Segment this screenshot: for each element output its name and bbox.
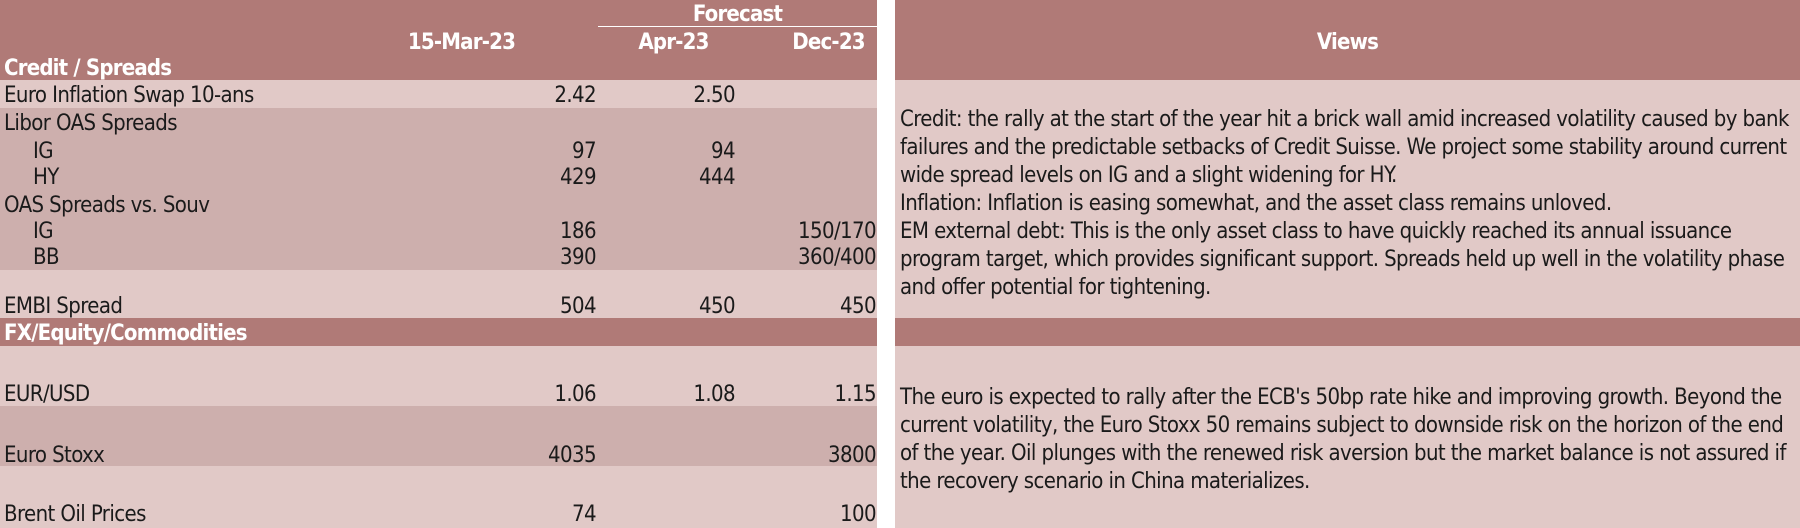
cell-dec: 150/170 xyxy=(797,219,877,244)
row-label: Euro Stoxx xyxy=(4,443,105,468)
cell-dec: 1.15 xyxy=(834,382,876,407)
col-header-apr: Apr-23 xyxy=(638,30,709,55)
cell-apr: 1.08 xyxy=(693,382,735,407)
row-band xyxy=(0,346,877,406)
row-label: EMBI Spread xyxy=(4,294,123,319)
cell-current: 74 xyxy=(572,502,597,527)
cell-dec: 360/400 xyxy=(797,245,877,270)
row-label: Euro Inflation Swap 10-ans xyxy=(4,83,254,108)
section-credit: Credit / Spreads xyxy=(4,56,172,81)
row-label: OAS Spreads vs. Souv xyxy=(4,193,210,218)
table-header-band xyxy=(0,0,877,80)
cell-current: 429 xyxy=(560,165,597,190)
views-header-band xyxy=(895,0,1800,80)
views-em-paragraph: EM external debt: This is the only asset… xyxy=(900,219,1785,300)
cell-current: 1.06 xyxy=(554,382,596,407)
row-label: Libor OAS Spreads xyxy=(4,111,178,136)
views-inflation-paragraph: Inflation: Inflation is easing somewhat,… xyxy=(900,191,1612,216)
row-label: EUR/USD xyxy=(4,382,90,407)
cell-apr: 444 xyxy=(699,165,736,190)
row-band xyxy=(0,270,877,318)
row-label: BB xyxy=(33,245,60,270)
fx-header-band xyxy=(0,318,877,346)
views-header: Views xyxy=(1316,30,1379,55)
row-band xyxy=(0,80,877,108)
cell-current: 2.42 xyxy=(554,83,596,108)
row-label: Brent Oil Prices xyxy=(4,502,146,527)
cell-dec: 100 xyxy=(840,502,877,527)
forecast-underline xyxy=(598,26,877,27)
col-header-current: 15-Mar-23 xyxy=(407,30,516,55)
views-fx-paragraph: The euro is expected to rally after the … xyxy=(900,385,1786,494)
section-fx: FX/Equity/Commodities xyxy=(4,321,248,346)
cell-apr: 450 xyxy=(699,294,736,319)
row-band xyxy=(0,406,877,466)
cell-current: 186 xyxy=(560,219,597,244)
views-credit-text: Credit: the rally at the start of the ye… xyxy=(900,106,1795,302)
views-credit-band xyxy=(895,80,1800,318)
forecast-label: Forecast xyxy=(692,2,783,27)
cell-current: 504 xyxy=(560,294,597,319)
cell-apr: 94 xyxy=(711,139,736,164)
views-credit-paragraph: Credit: the rally at the start of the ye… xyxy=(900,107,1789,188)
row-label: HY xyxy=(33,165,59,190)
cell-current: 390 xyxy=(560,245,597,270)
row-band xyxy=(0,108,877,270)
cell-apr: 2.50 xyxy=(693,83,735,108)
views-fx-header-band xyxy=(895,318,1800,346)
views-fx-text: The euro is expected to rally after the … xyxy=(900,384,1795,496)
row-band xyxy=(0,466,877,528)
cell-current: 97 xyxy=(572,139,597,164)
cell-dec: 450 xyxy=(840,294,877,319)
row-label: IG xyxy=(33,139,54,164)
col-header-dec: Dec-23 xyxy=(792,30,865,55)
cell-current: 4035 xyxy=(548,443,597,468)
cell-dec: 3800 xyxy=(828,443,877,468)
views-fx-band xyxy=(895,346,1800,528)
row-label: IG xyxy=(33,219,54,244)
